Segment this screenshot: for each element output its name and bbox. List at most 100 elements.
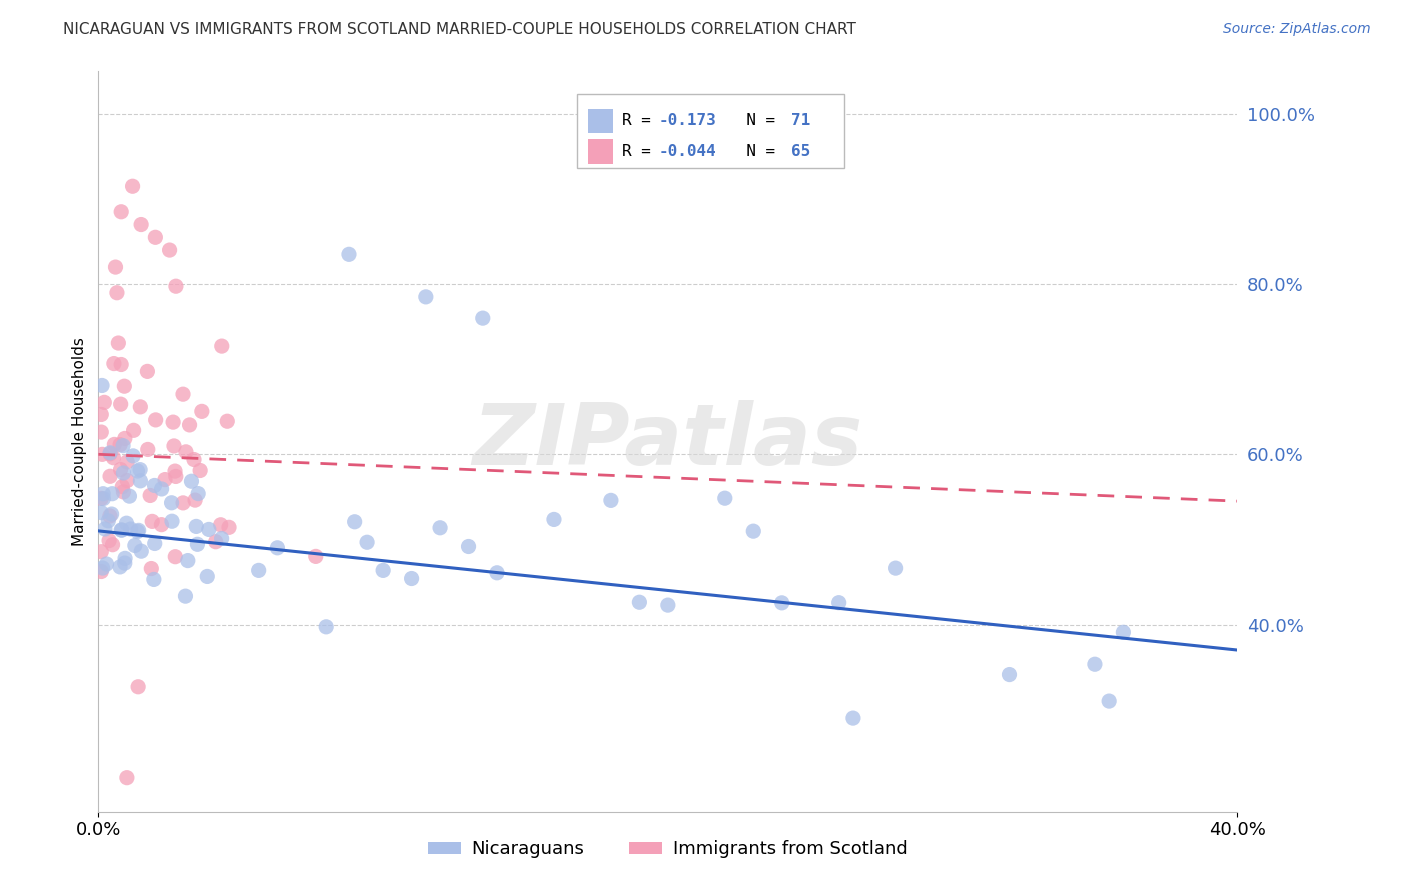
- Point: [90, 565, 112, 579]
- Point: [165, 469, 187, 483]
- Point: [162, 415, 184, 429]
- Text: -0.044: -0.044: [659, 144, 717, 159]
- Text: Source: ZipAtlas.com: Source: ZipAtlas.com: [1223, 22, 1371, 37]
- Point: [266, 541, 288, 555]
- Point: [118, 489, 141, 503]
- Point: [165, 549, 187, 564]
- Point: [127, 464, 149, 478]
- Point: [211, 339, 233, 353]
- Point: [103, 357, 125, 371]
- Point: [110, 462, 132, 476]
- Point: [122, 423, 145, 437]
- Point: [129, 544, 152, 558]
- Point: [98, 446, 121, 460]
- Point: [217, 414, 239, 428]
- Point: [457, 540, 479, 554]
- Point: [150, 482, 173, 496]
- Point: [143, 536, 166, 550]
- Text: NICARAGUAN VS IMMIGRANTS FROM SCOTLAND MARRIED-COUPLE HOUSEHOLDS CORRELATION CHA: NICARAGUAN VS IMMIGRANTS FROM SCOTLAND M…: [63, 22, 856, 37]
- Point: [103, 450, 125, 465]
- Point: [184, 493, 207, 508]
- Point: [114, 432, 136, 446]
- Point: [770, 596, 793, 610]
- Point: [160, 514, 183, 528]
- Point: [114, 551, 136, 566]
- Point: [94, 522, 117, 536]
- Point: [90, 544, 112, 558]
- Point: [145, 230, 167, 244]
- Point: [115, 474, 138, 488]
- Point: [90, 506, 112, 520]
- Text: ZIPatlas: ZIPatlas: [472, 400, 863, 483]
- Point: [401, 572, 423, 586]
- Point: [143, 478, 166, 492]
- Point: [112, 379, 135, 393]
- Text: 71: 71: [790, 113, 810, 128]
- Point: [120, 522, 142, 536]
- Point: [142, 573, 165, 587]
- Point: [186, 537, 208, 551]
- Point: [842, 711, 865, 725]
- Point: [91, 486, 114, 500]
- Point: [110, 204, 132, 219]
- Point: [180, 475, 202, 489]
- Point: [195, 569, 218, 583]
- Point: [188, 463, 211, 477]
- Point: [187, 486, 209, 500]
- Point: [209, 517, 232, 532]
- Text: -0.173: -0.173: [659, 113, 717, 128]
- Point: [127, 524, 149, 539]
- Point: [429, 521, 451, 535]
- Point: [160, 496, 183, 510]
- Point: [101, 486, 124, 500]
- Point: [98, 447, 121, 461]
- Point: [122, 449, 145, 463]
- Text: N =: N =: [727, 144, 785, 159]
- Point: [98, 469, 121, 483]
- Point: [97, 514, 120, 528]
- Point: [186, 519, 208, 533]
- Point: [742, 524, 765, 538]
- Point: [124, 539, 146, 553]
- Point: [337, 247, 360, 261]
- Point: [107, 336, 129, 351]
- Point: [90, 491, 112, 506]
- Point: [91, 491, 114, 506]
- FancyBboxPatch shape: [576, 94, 845, 168]
- Y-axis label: Married-couple Households: Married-couple Households: [72, 337, 87, 546]
- Bar: [588, 139, 613, 163]
- Point: [90, 408, 112, 422]
- Point: [1098, 694, 1121, 708]
- Point: [121, 179, 143, 194]
- Point: [129, 463, 152, 477]
- Point: [98, 533, 121, 548]
- Point: [141, 515, 163, 529]
- Point: [177, 553, 200, 567]
- Point: [211, 532, 233, 546]
- Point: [129, 400, 152, 414]
- Point: [141, 561, 163, 575]
- Point: [100, 507, 122, 521]
- Point: [174, 589, 197, 603]
- Point: [136, 442, 159, 457]
- Point: [315, 620, 337, 634]
- Point: [114, 556, 136, 570]
- Point: [105, 285, 128, 300]
- Point: [110, 523, 132, 537]
- Point: [183, 452, 205, 467]
- Point: [218, 520, 240, 534]
- Point: [247, 563, 270, 577]
- Point: [112, 466, 135, 480]
- Point: [139, 488, 162, 502]
- Point: [373, 563, 395, 577]
- Point: [136, 364, 159, 378]
- Point: [115, 455, 138, 469]
- Point: [129, 218, 152, 232]
- Point: [108, 560, 131, 574]
- Point: [159, 243, 181, 257]
- Point: [179, 417, 201, 432]
- Text: R =: R =: [623, 144, 661, 159]
- Point: [103, 437, 125, 451]
- Point: [174, 445, 197, 459]
- Point: [115, 771, 138, 785]
